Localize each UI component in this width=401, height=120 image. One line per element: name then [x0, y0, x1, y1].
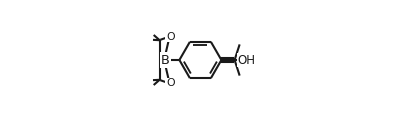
- Text: O: O: [166, 32, 174, 42]
- Text: B: B: [161, 54, 170, 66]
- Text: O: O: [166, 78, 174, 88]
- Text: OH: OH: [237, 54, 255, 66]
